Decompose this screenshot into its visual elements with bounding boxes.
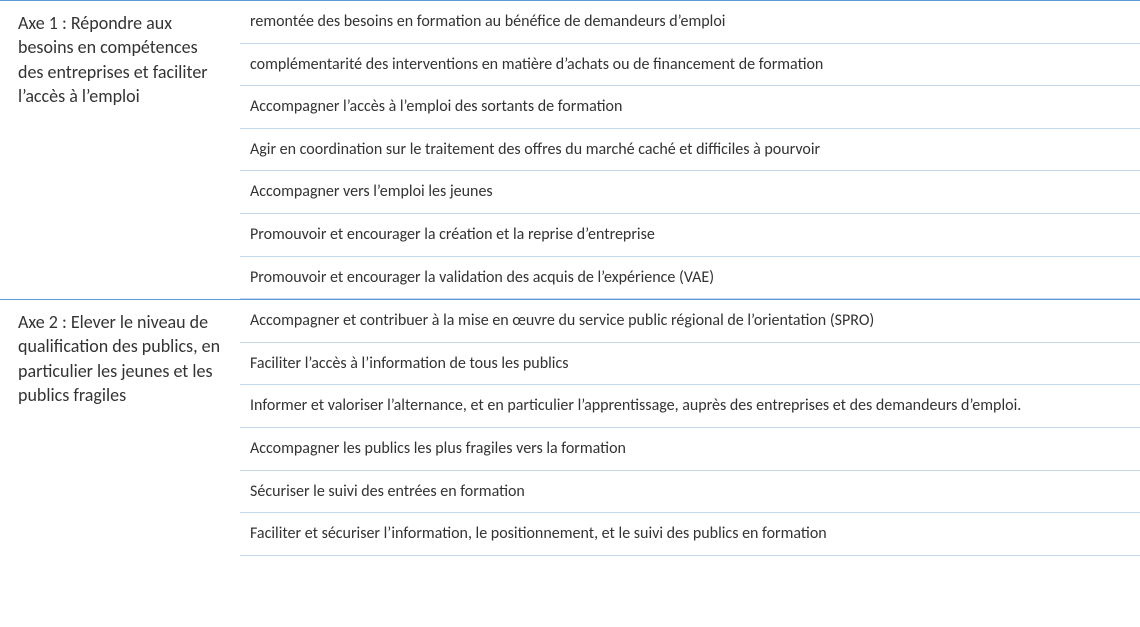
axe-item: Promouvoir et encourager la création et …: [240, 214, 1140, 257]
axe-section: Axe 2 : Elever le niveau de qualificatio…: [0, 299, 1140, 556]
axe-item: Accompagner les publics les plus fragile…: [240, 428, 1140, 471]
axe-item: complémentarité des interventions en mat…: [240, 44, 1140, 87]
axe-item: Faciliter l’accès à l’information de tou…: [240, 343, 1140, 386]
axe-items: Accompagner et contribuer à la mise en œ…: [240, 300, 1140, 556]
axe-item: Sécuriser le suivi des entrées en format…: [240, 471, 1140, 514]
axe-items: remontée des besoins en formation au bén…: [240, 1, 1140, 299]
axe-item: Informer et valoriser l’alternance, et e…: [240, 385, 1140, 428]
axe-item: Agir en coordination sur le traitement d…: [240, 129, 1140, 172]
axe-section: Axe 1 : Répondre aux besoins en compéten…: [0, 0, 1140, 299]
axe-item: Promouvoir et encourager la validation d…: [240, 257, 1140, 300]
axe-title: Axe 2 : Elever le niveau de qualificatio…: [0, 300, 240, 556]
axe-title: Axe 1 : Répondre aux besoins en compéten…: [0, 1, 240, 299]
axe-item: Accompagner et contribuer à la mise en œ…: [240, 300, 1140, 343]
axe-item: remontée des besoins en formation au bén…: [240, 1, 1140, 44]
axe-item: Accompagner l’accès à l’emploi des sorta…: [240, 86, 1140, 129]
axe-item: Faciliter et sécuriser l’information, le…: [240, 513, 1140, 556]
axes-table: Axe 1 : Répondre aux besoins en compéten…: [0, 0, 1140, 556]
axe-item: Accompagner vers l’emploi les jeunes: [240, 171, 1140, 214]
